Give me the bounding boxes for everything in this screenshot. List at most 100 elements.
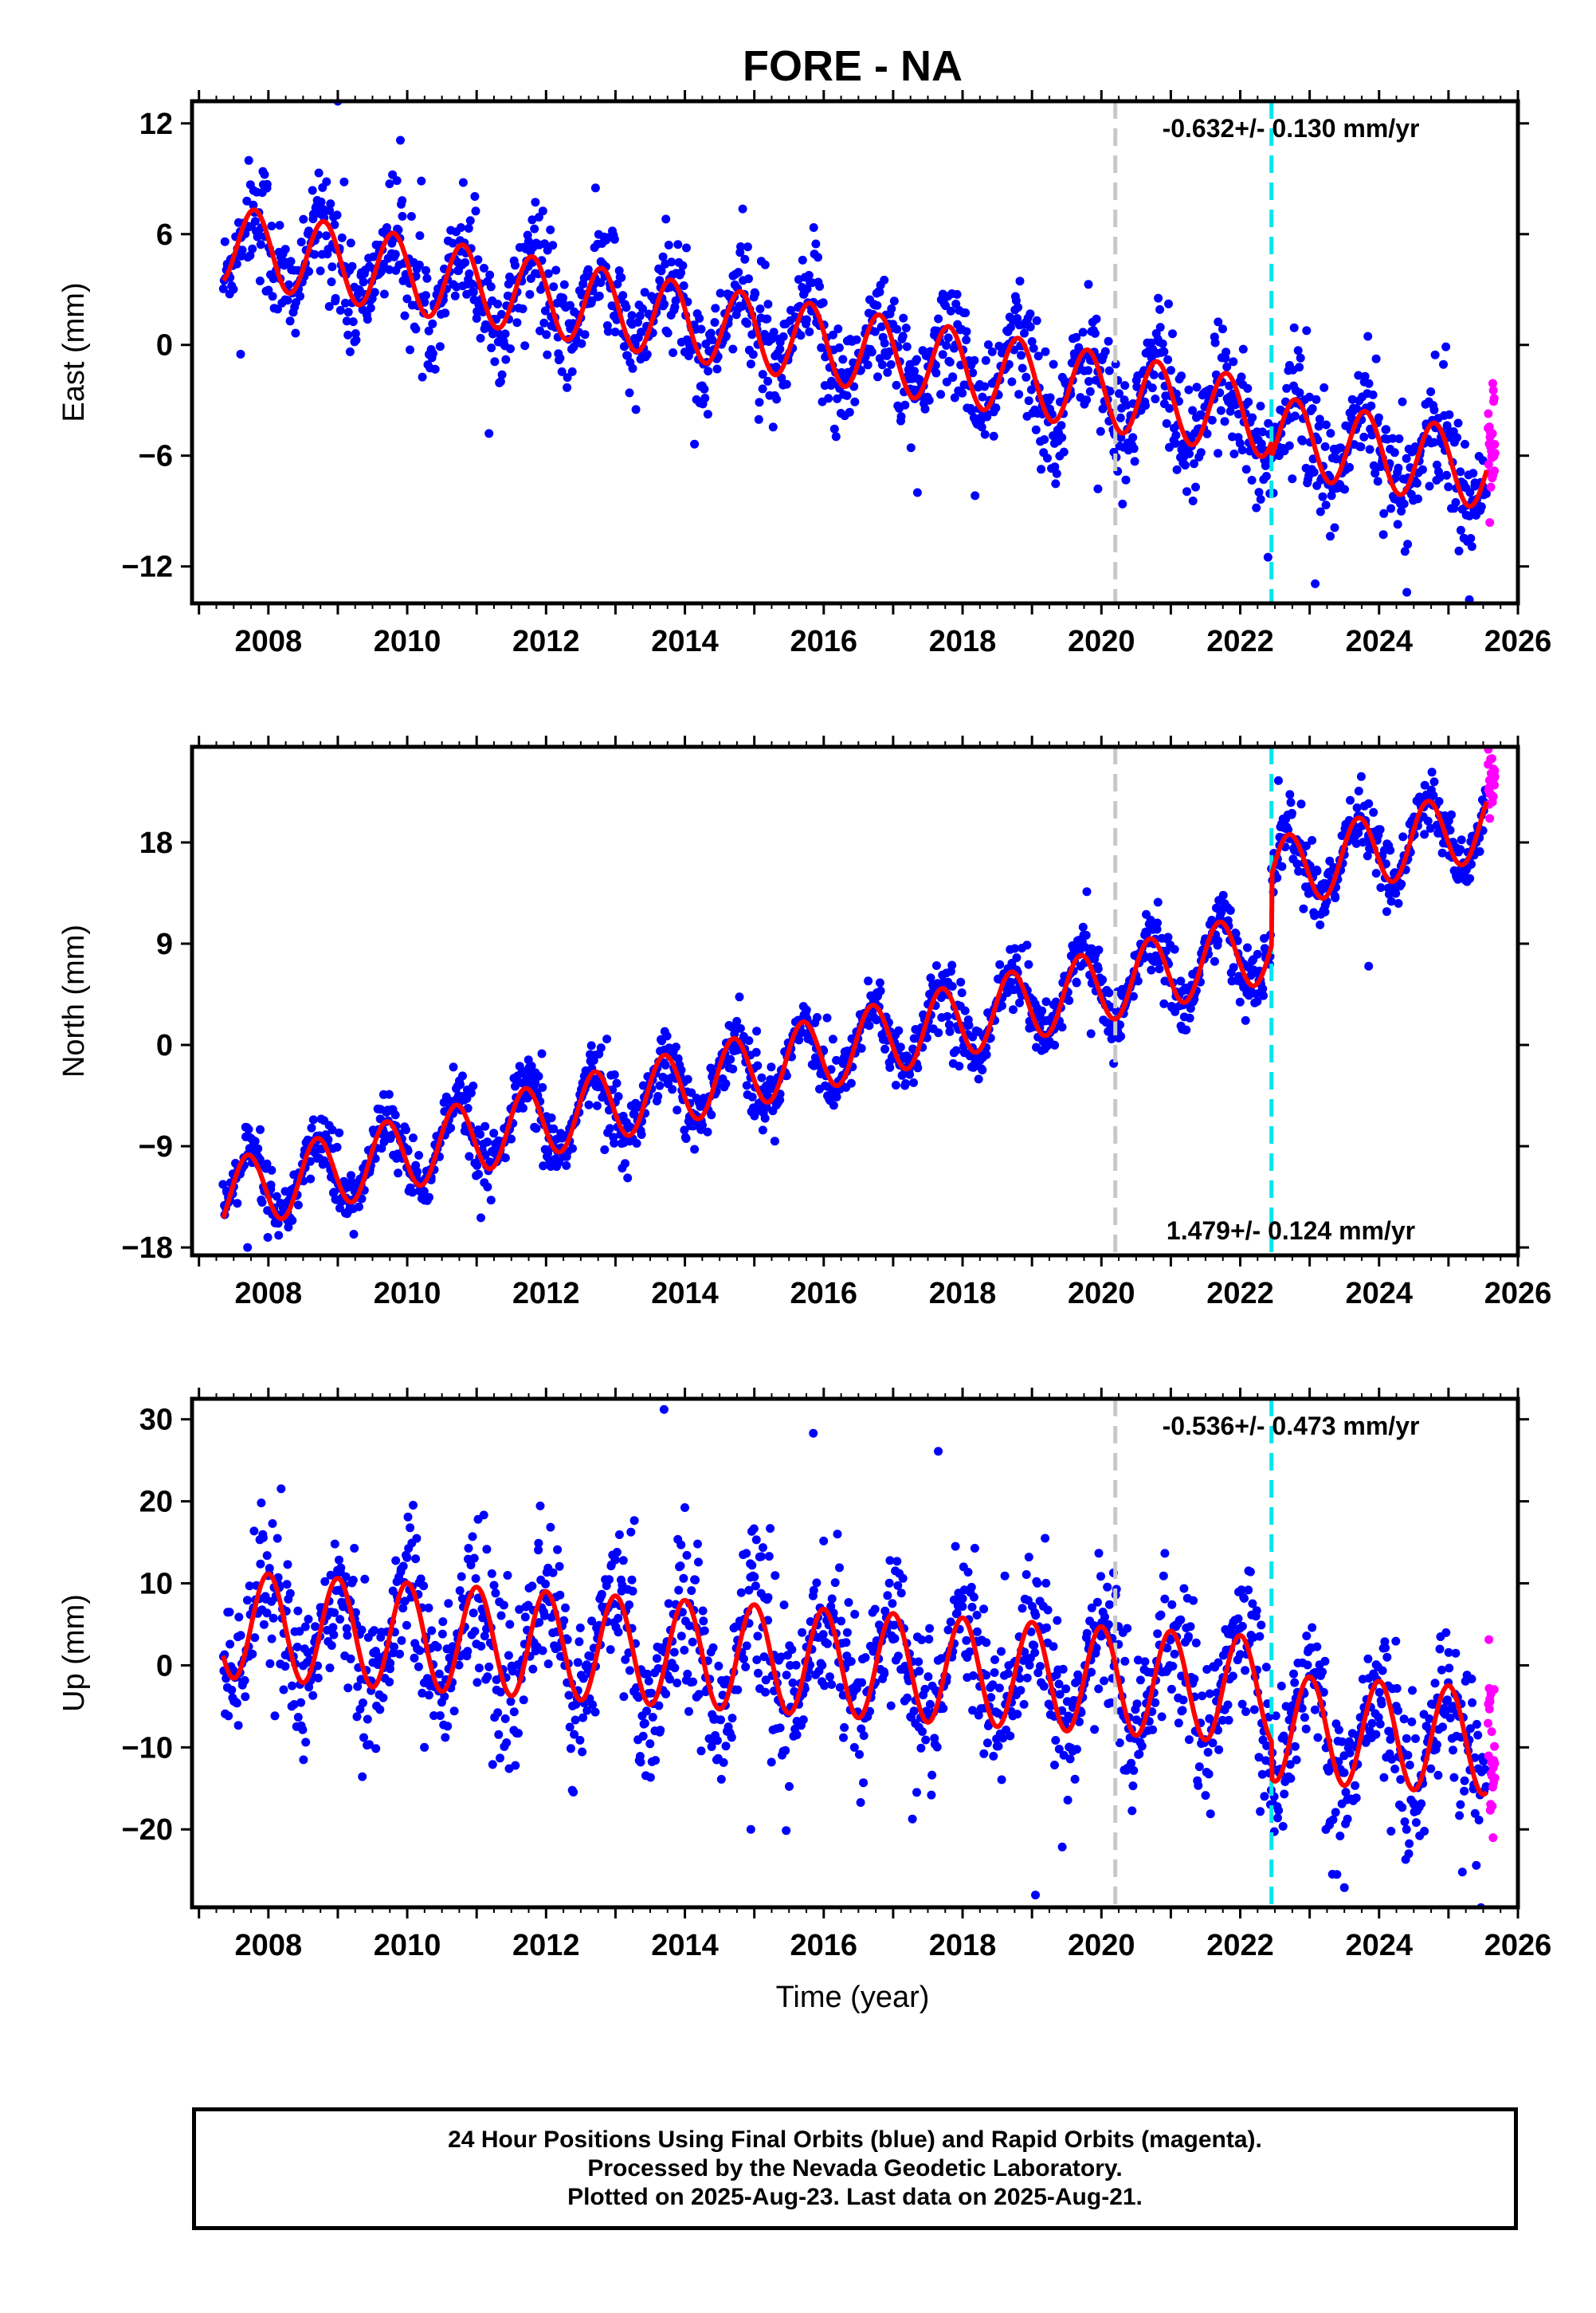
- final-orbit-point: [1374, 1713, 1383, 1722]
- final-orbit-point: [1223, 1700, 1233, 1710]
- final-orbit-point: [276, 1484, 286, 1494]
- final-orbit-point: [449, 1062, 458, 1072]
- final-orbit-point: [1040, 435, 1049, 444]
- final-orbit-point: [813, 1013, 822, 1022]
- final-orbit-point: [1154, 293, 1163, 303]
- final-orbit-point: [957, 988, 967, 998]
- final-orbit-point: [463, 1647, 473, 1656]
- final-orbit-point: [1364, 379, 1374, 388]
- final-orbit-point: [1328, 1815, 1338, 1824]
- final-orbit-point: [483, 1137, 492, 1147]
- final-orbit-point: [891, 1081, 900, 1090]
- final-orbit-point: [688, 1637, 697, 1647]
- final-orbit-point: [1031, 425, 1041, 434]
- final-orbit-point: [590, 183, 600, 193]
- final-orbit-point: [814, 253, 822, 262]
- final-orbit-point: [398, 211, 407, 221]
- final-orbit-point: [1024, 396, 1033, 406]
- final-orbit-point: [818, 1630, 828, 1640]
- final-orbit-point: [1272, 873, 1282, 882]
- final-orbit-point: [470, 1627, 480, 1636]
- final-orbit-point: [1202, 429, 1212, 438]
- final-orbit-point: [352, 1712, 362, 1722]
- final-orbit-point: [952, 1608, 962, 1618]
- final-orbit-point: [831, 432, 841, 442]
- final-orbit-point: [864, 976, 873, 986]
- final-orbit-point: [888, 1599, 897, 1608]
- final-orbit-point: [1081, 930, 1091, 940]
- final-orbit-point: [1100, 347, 1110, 356]
- final-orbit-point: [1345, 462, 1355, 472]
- final-orbit-point: [744, 1036, 754, 1046]
- final-orbit-point: [424, 1603, 433, 1612]
- final-orbit-point: [696, 324, 706, 334]
- final-orbit-point: [958, 1594, 967, 1604]
- final-orbit-point: [527, 215, 537, 225]
- final-orbit-point: [1053, 1616, 1062, 1625]
- final-orbit-point: [900, 400, 910, 410]
- final-orbit-point: [661, 1060, 670, 1070]
- final-orbit-point: [487, 344, 496, 352]
- final-orbit-point: [402, 1553, 412, 1562]
- final-orbit-point: [339, 177, 349, 187]
- final-orbit-point: [1247, 476, 1257, 485]
- final-orbit-point: [1394, 434, 1404, 443]
- final-orbit-point: [621, 1159, 629, 1168]
- final-orbit-point: [688, 1677, 698, 1687]
- final-orbit-point: [751, 1047, 761, 1057]
- final-orbit-point: [727, 1714, 737, 1723]
- final-orbit-point: [1210, 956, 1219, 966]
- final-orbit-point: [893, 1581, 903, 1590]
- rapid-orbit-point: [1486, 482, 1496, 492]
- final-orbit-point: [761, 1675, 771, 1685]
- final-orbit-point: [956, 977, 966, 987]
- final-orbit-point: [698, 1121, 707, 1130]
- final-orbit-point: [875, 978, 884, 988]
- final-orbit-point: [1439, 359, 1448, 369]
- final-orbit-point: [411, 324, 421, 334]
- final-orbit-point: [1165, 403, 1174, 413]
- final-orbit-point: [660, 300, 669, 309]
- final-orbit-point: [1456, 845, 1465, 854]
- final-orbit-point: [1335, 443, 1345, 453]
- final-orbit-point: [909, 1706, 919, 1716]
- final-orbit-point: [1394, 463, 1403, 473]
- final-orbit-point: [1403, 1750, 1413, 1760]
- final-orbit-point: [850, 397, 860, 406]
- final-orbit-point: [1194, 1762, 1204, 1772]
- final-orbit-point: [1185, 449, 1194, 458]
- final-orbit-point: [749, 1524, 759, 1533]
- final-orbit-point: [1054, 1745, 1064, 1753]
- final-orbit-point: [1403, 540, 1413, 549]
- final-orbit-point: [1216, 406, 1225, 415]
- final-orbit-point: [861, 1653, 870, 1663]
- final-orbit-point: [1237, 1621, 1247, 1631]
- final-orbit-point: [876, 986, 885, 995]
- final-orbit-point: [385, 1677, 394, 1687]
- final-orbit-point: [249, 200, 258, 210]
- final-orbit-point: [472, 314, 481, 323]
- final-orbit-point: [429, 1711, 438, 1720]
- final-orbit-point: [484, 1662, 494, 1671]
- final-orbit-point: [1037, 1006, 1047, 1015]
- final-orbit-point: [669, 1647, 679, 1657]
- final-orbit-point: [873, 372, 882, 382]
- final-orbit-point: [684, 1621, 694, 1631]
- final-orbit-point: [578, 1747, 587, 1757]
- final-orbit-point: [1167, 366, 1175, 375]
- final-orbit-point: [1465, 511, 1474, 520]
- final-orbit-point: [846, 1078, 856, 1088]
- final-orbit-point: [863, 360, 873, 370]
- final-orbit-point: [1164, 299, 1173, 308]
- final-orbit-point: [1277, 862, 1287, 871]
- final-orbit-point: [971, 491, 980, 501]
- final-orbit-point: [925, 1699, 935, 1709]
- final-orbit-point: [1201, 1791, 1210, 1801]
- final-orbit-point: [1376, 883, 1386, 893]
- final-orbit-point: [1245, 1567, 1255, 1577]
- final-orbit-point: [700, 1626, 709, 1636]
- final-orbit-point: [540, 239, 549, 249]
- final-orbit-point: [425, 1192, 433, 1202]
- final-orbit-point: [899, 313, 908, 323]
- final-orbit-point: [1312, 866, 1322, 876]
